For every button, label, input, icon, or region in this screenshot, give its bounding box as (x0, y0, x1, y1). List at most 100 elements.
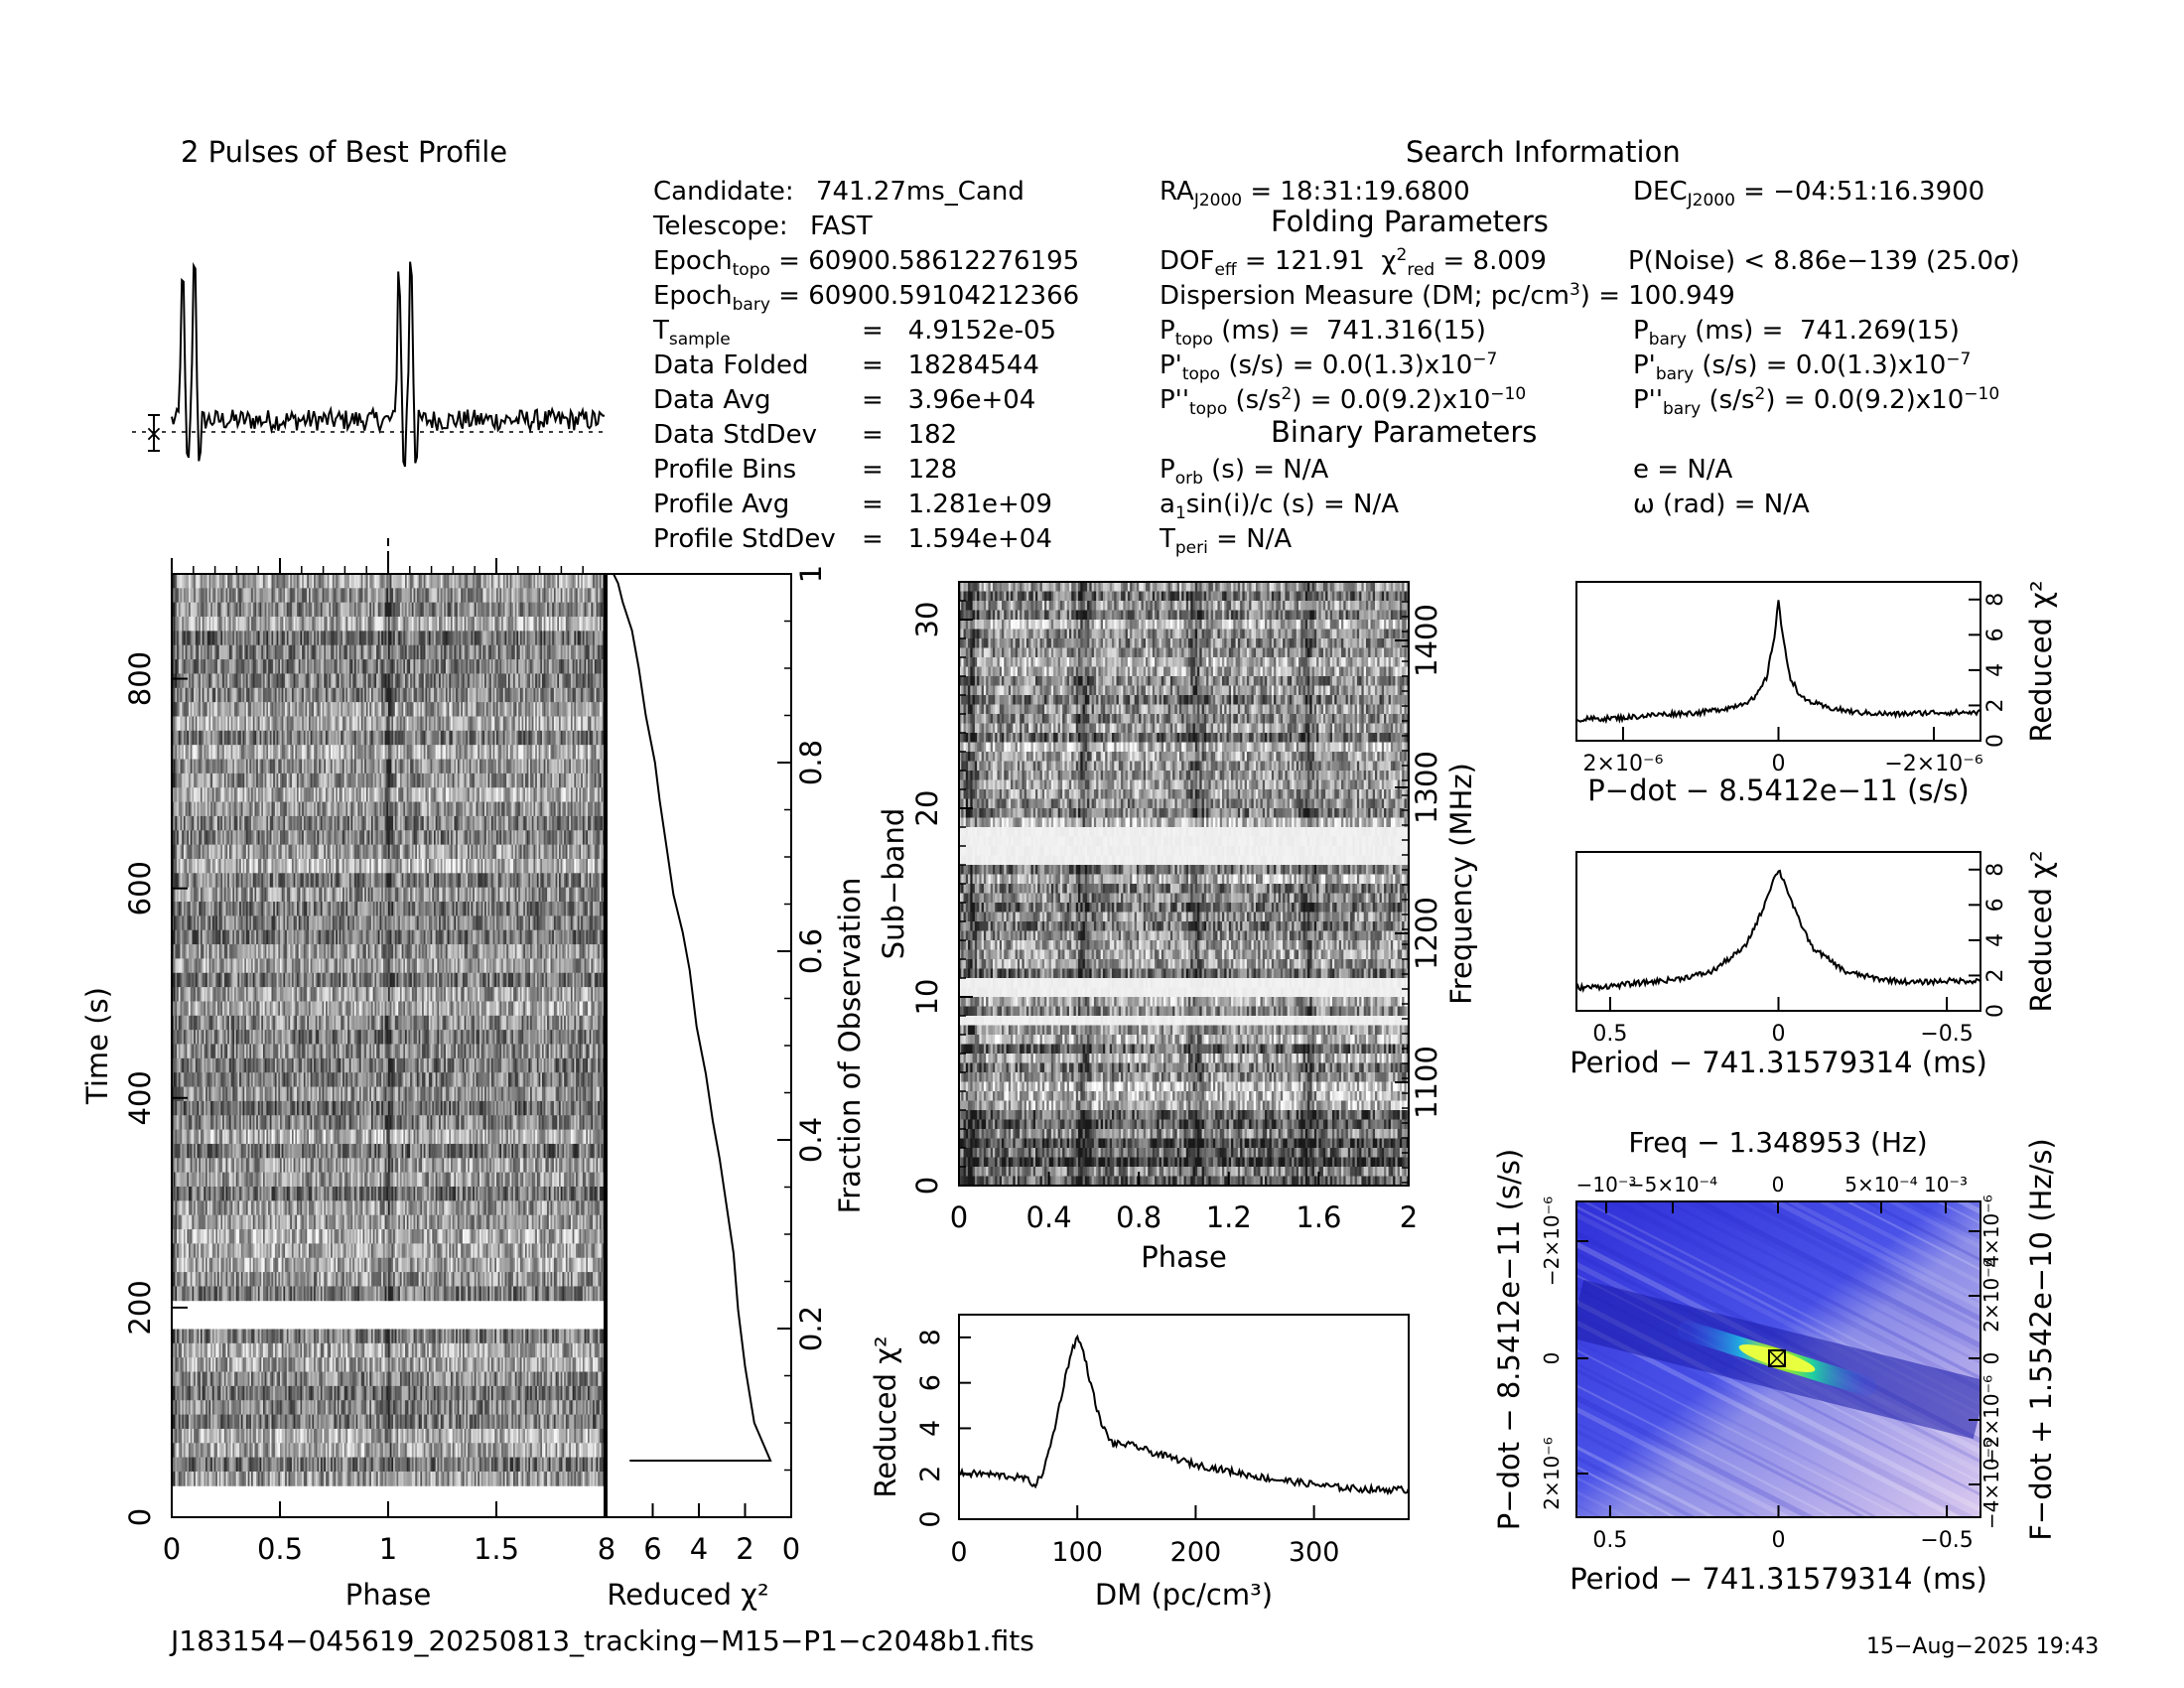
heatmap-cell (449, 617, 452, 632)
heatmap-cell (587, 659, 591, 674)
heatmap-cell (461, 574, 464, 589)
heatmap-cell (268, 631, 271, 646)
heatmap-cell (553, 716, 557, 732)
heatmap-cell (276, 602, 279, 618)
heatmap-cell (440, 659, 443, 674)
heatmap-cell (372, 617, 375, 632)
heatmap-cell (454, 702, 457, 717)
heatmap-cell (213, 602, 216, 618)
heatmap-cell (251, 631, 254, 646)
heatmap-cell (213, 673, 216, 689)
heatmap-cell (567, 602, 570, 618)
heatmap-cell (601, 631, 604, 646)
heatmap-cell (389, 716, 392, 732)
heatmap-cell (345, 745, 348, 760)
heatmap-cell (208, 602, 211, 618)
heatmap-cell (415, 588, 418, 604)
heatmap-cell (337, 673, 341, 689)
heatmap-cell (565, 702, 568, 717)
heatmap-cell (418, 588, 421, 604)
heatmap-cell (452, 644, 455, 660)
heatmap-cell (540, 702, 543, 717)
heatmap-cell (457, 745, 460, 760)
heatmap-cell (261, 659, 264, 674)
heatmap-cell (347, 716, 350, 732)
heatmap-cell (494, 687, 497, 703)
heatmap-cell (208, 745, 211, 760)
heatmap-cell (577, 644, 580, 660)
heatmap-cell (210, 617, 213, 632)
heatmap-cell (240, 588, 243, 604)
heatmap-cell (205, 574, 208, 589)
heatmap-cell (440, 617, 443, 632)
heatmap-cell (398, 617, 401, 632)
heatmap-cell (456, 687, 459, 703)
heatmap-cell (416, 588, 420, 604)
heatmap-cell (298, 659, 301, 674)
heatmap-cell (468, 659, 471, 674)
heatmap-cell (213, 702, 216, 717)
heatmap-cell (173, 659, 176, 674)
heatmap-cell (523, 659, 526, 674)
heatmap-cell (350, 716, 353, 732)
heatmap-cell (251, 644, 254, 660)
heatmap-cell (601, 702, 604, 717)
heatmap-cell (235, 644, 238, 660)
heatmap-cell (357, 644, 360, 660)
heatmap-cell (484, 673, 487, 689)
heatmap-cell (230, 702, 233, 717)
heatmap-cell (435, 631, 438, 646)
heatmap-cell (173, 702, 176, 717)
heatmap-cell (286, 702, 289, 717)
heatmap-cell (271, 730, 274, 746)
heatmap-cell (264, 716, 267, 732)
heatmap-cell (550, 631, 553, 646)
heatmap-cell (519, 702, 522, 717)
heatmap-cell (339, 617, 341, 632)
heatmap-cell (359, 602, 362, 618)
heatmap-cell (569, 588, 572, 604)
heatmap-cell (172, 687, 175, 703)
heatmap-cell (408, 588, 411, 604)
heatmap-cell (190, 588, 193, 604)
heatmap-cell (577, 631, 580, 646)
heatmap-cell (504, 631, 507, 646)
heatmap-cell (535, 588, 538, 604)
heatmap-cell (280, 702, 283, 717)
heatmap-cell (391, 644, 394, 660)
heatmap-cell (548, 702, 551, 717)
heatmap-cell (347, 659, 350, 674)
heatmap-cell (389, 730, 392, 746)
heatmap-cell (496, 602, 499, 618)
heatmap-cell (261, 730, 264, 746)
heatmap-cell (499, 574, 502, 589)
heatmap-cell (591, 730, 594, 746)
heatmap-cell (552, 588, 555, 604)
heatmap-cell (435, 574, 438, 589)
heatmap-cell (251, 716, 254, 732)
heatmap-cell (442, 644, 445, 660)
heatmap-cell (210, 673, 213, 689)
heatmap-cell (286, 602, 289, 618)
heatmap-cell (251, 702, 254, 717)
heatmap-cell (278, 702, 281, 717)
heatmap-cell (359, 745, 362, 760)
heatmap-cell (518, 574, 521, 589)
heatmap-cell (242, 602, 245, 618)
heatmap-cell (332, 687, 335, 703)
heatmap-cell (286, 687, 289, 703)
heatmap-cell (425, 659, 428, 674)
heatmap-cell (581, 631, 584, 646)
heatmap-cell (332, 588, 335, 604)
heatmap-cell (523, 644, 526, 660)
heatmap-cell (367, 687, 370, 703)
heatmap-cell (405, 702, 408, 717)
heatmap-cell (332, 602, 335, 618)
heatmap-cell (315, 745, 318, 760)
heatmap-cell (439, 687, 442, 703)
heatmap-cell (336, 617, 339, 632)
heatmap-cell (293, 687, 296, 703)
heatmap-cell (420, 602, 423, 618)
heatmap-cell (555, 702, 558, 717)
heatmap-cell (394, 644, 397, 660)
